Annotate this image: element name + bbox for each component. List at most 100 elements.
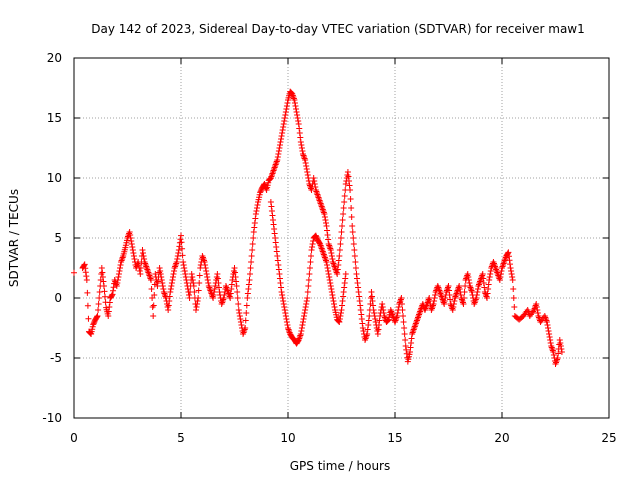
data-point xyxy=(249,247,256,253)
data-point xyxy=(281,304,288,310)
data-point xyxy=(154,283,161,289)
data-point xyxy=(179,252,186,259)
data-point xyxy=(275,151,282,157)
data-point xyxy=(300,316,307,322)
data-point xyxy=(309,241,316,247)
data-point xyxy=(296,130,303,136)
data-point xyxy=(244,295,251,301)
data-point xyxy=(351,247,358,253)
data-point xyxy=(137,265,144,271)
data-point xyxy=(280,124,287,130)
data-point xyxy=(365,317,372,324)
data-point xyxy=(479,271,486,277)
data-point xyxy=(99,274,106,280)
data-point xyxy=(242,325,249,331)
data-point xyxy=(407,344,414,351)
data-point xyxy=(544,322,551,328)
data-point xyxy=(348,214,355,220)
data-point xyxy=(291,100,298,106)
data-point xyxy=(277,280,284,286)
data-point xyxy=(484,295,491,301)
data-point xyxy=(505,249,512,256)
data-point xyxy=(130,250,137,256)
data-point xyxy=(276,142,283,148)
y-tick-label: 20 xyxy=(47,51,62,65)
data-point xyxy=(181,265,188,271)
data-point xyxy=(408,335,415,342)
data-point xyxy=(278,136,285,142)
data-point xyxy=(139,247,146,253)
data-point xyxy=(554,355,561,361)
data-point xyxy=(282,313,289,319)
data-point xyxy=(250,229,257,235)
data-point xyxy=(430,301,437,307)
data-point xyxy=(484,290,491,297)
data-point xyxy=(203,268,210,274)
data-point xyxy=(233,278,240,285)
data-point xyxy=(167,289,174,295)
data-point xyxy=(346,182,353,189)
data-point xyxy=(274,257,281,264)
data-point xyxy=(178,232,184,239)
data-point xyxy=(203,271,210,277)
data-point xyxy=(322,220,329,226)
data-point xyxy=(469,289,476,295)
x-tick-label: 5 xyxy=(177,431,185,445)
data-point xyxy=(473,292,480,298)
data-point xyxy=(545,328,552,334)
data-point xyxy=(195,287,202,294)
data-point xyxy=(510,295,517,301)
data-point xyxy=(339,223,346,229)
data-point xyxy=(465,274,472,280)
data-point xyxy=(148,277,155,283)
data-point xyxy=(202,265,209,271)
data-point xyxy=(140,253,147,259)
x-axis-label: GPS time / hours xyxy=(290,459,391,473)
data-point xyxy=(234,295,241,301)
data-point xyxy=(272,235,279,241)
data-point xyxy=(178,239,185,246)
data-point xyxy=(349,229,356,235)
data-point xyxy=(485,286,492,292)
data-point xyxy=(236,310,243,316)
data-point xyxy=(281,115,288,121)
data-point xyxy=(331,304,338,310)
data-point xyxy=(251,224,258,231)
data-point xyxy=(175,247,182,253)
data-point xyxy=(251,220,258,226)
data-point xyxy=(295,121,302,127)
x-tick-label: 20 xyxy=(494,431,509,445)
data-point xyxy=(180,259,187,265)
data-point xyxy=(130,253,137,259)
data-point xyxy=(228,286,235,292)
data-point xyxy=(466,280,473,286)
data-point xyxy=(252,211,259,217)
data-point xyxy=(106,304,113,310)
data-point xyxy=(371,313,378,319)
data-point xyxy=(549,346,556,352)
data-point xyxy=(274,253,281,259)
data-point xyxy=(304,295,311,301)
data-point xyxy=(510,286,517,292)
data-point xyxy=(280,121,287,127)
data-point xyxy=(278,133,285,139)
data-point xyxy=(299,148,306,154)
data-point xyxy=(327,283,334,289)
data-point xyxy=(174,253,181,259)
data-point xyxy=(196,280,203,286)
data-point xyxy=(431,298,438,304)
data-point xyxy=(337,235,344,241)
x-tick-label: 10 xyxy=(280,431,295,445)
data-point xyxy=(195,295,202,301)
data-point xyxy=(308,247,315,253)
data-point xyxy=(96,289,103,295)
data-point xyxy=(464,271,471,277)
data-point xyxy=(309,244,316,250)
data-point xyxy=(441,298,448,304)
data-point xyxy=(303,163,310,169)
data-point xyxy=(546,334,553,340)
data-point xyxy=(372,316,379,322)
data-point xyxy=(328,286,335,292)
data-point xyxy=(365,322,372,328)
